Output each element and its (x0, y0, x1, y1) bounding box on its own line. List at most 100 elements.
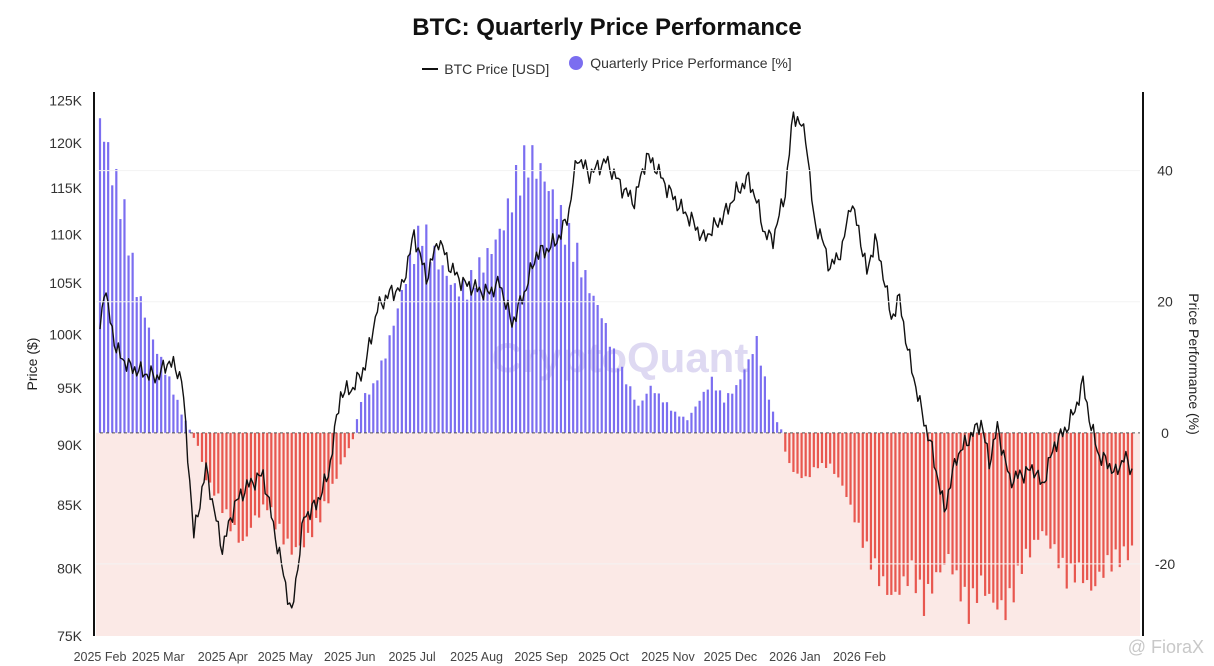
performance-bar (963, 432, 966, 587)
performance-bar (894, 432, 897, 592)
performance-bar (718, 390, 722, 433)
performance-bar (857, 432, 860, 523)
performance-bar (1077, 432, 1081, 563)
performance-bar (776, 422, 779, 433)
performance-bar (625, 384, 628, 433)
performance-bar (1106, 432, 1109, 556)
performance-bar (1049, 432, 1052, 549)
performance-bar (694, 406, 697, 433)
performance-bar (1098, 432, 1101, 572)
performance-bar (727, 393, 730, 433)
performance-bar (975, 432, 979, 603)
x-tick-label: 2025 Oct (578, 650, 629, 664)
performance-bar (759, 365, 762, 433)
performance-bar (816, 432, 820, 469)
legend-item-price[interactable]: BTC Price [USD] (422, 61, 549, 77)
left-tick-label: 75K (57, 628, 83, 644)
performance-bar (751, 354, 754, 433)
performance-bar (576, 242, 579, 433)
performance-bar (449, 284, 452, 433)
performance-bar (102, 141, 106, 433)
performance-bar (151, 339, 155, 433)
performance-bar (319, 432, 322, 523)
performance-bar (873, 432, 877, 559)
performance-bar (706, 389, 709, 433)
performance-bar (665, 402, 669, 433)
performance-bar (327, 432, 330, 504)
performance-bar (584, 270, 587, 433)
performance-bar (1094, 432, 1097, 587)
performance-bar (829, 432, 832, 464)
performance-bar (926, 432, 930, 584)
performance-bar (343, 432, 346, 458)
performance-bar (180, 414, 183, 433)
performance-bar (633, 399, 636, 433)
performance-bar (164, 374, 167, 433)
performance-bar (196, 432, 199, 446)
performance-bar (429, 262, 432, 433)
performance-bar (315, 432, 318, 518)
performance-bar (735, 385, 738, 433)
performance-bar (1122, 432, 1125, 547)
legend-label-performance: Quarterly Price Performance [%] (590, 55, 792, 71)
performance-bar (384, 358, 387, 433)
performance-bar (453, 283, 456, 433)
performance-bar (661, 402, 665, 433)
performance-bar (820, 432, 824, 464)
performance-bar (931, 432, 934, 594)
performance-bar (849, 432, 852, 505)
performance-bar (967, 432, 970, 624)
performance-bar (788, 432, 791, 464)
performance-bar (221, 432, 224, 514)
performance-bar (135, 297, 138, 433)
performance-bar (213, 432, 216, 496)
left-tick-label: 125K (49, 92, 82, 108)
left-tick-label: 95K (57, 380, 83, 396)
performance-bar (902, 432, 905, 577)
performance-bar (535, 178, 538, 433)
performance-bar (918, 432, 921, 580)
performance-bar (1069, 432, 1072, 564)
performance-bar (1086, 432, 1089, 581)
performance-bar (217, 432, 220, 494)
performance-bar (747, 359, 750, 433)
performance-bar (441, 265, 444, 433)
chart-legend: BTC Price [USD] Quarterly Price Performa… (0, 55, 1214, 77)
performance-bar (494, 239, 497, 433)
btc-price-line (99, 111, 1133, 609)
performance-bar (1065, 432, 1068, 589)
right-tick-label: -20 (1155, 556, 1175, 572)
legend-item-performance[interactable]: Quarterly Price Performance [%] (569, 55, 792, 71)
performance-bar (380, 360, 383, 433)
x-axis-ticks: 2025 Feb 2025 Mar 2025 Apr 2025 May 2025 Jun… (74, 650, 886, 664)
performance-bar (98, 118, 102, 433)
performance-bar (657, 393, 660, 433)
performance-bar (804, 432, 807, 477)
performance-bar (519, 195, 522, 433)
performance-bar (580, 277, 583, 433)
performance-bar (1033, 432, 1036, 540)
performance-bar (466, 299, 469, 433)
performance-bar (1081, 432, 1085, 584)
negative-zone-fill (96, 432, 1140, 636)
performance-bar (767, 399, 771, 433)
performance-bar (107, 142, 110, 433)
performance-bar (951, 432, 954, 575)
performance-bar (739, 379, 742, 433)
performance-bar (200, 432, 204, 462)
performance-bar (771, 411, 775, 433)
performance-bar (629, 386, 632, 433)
performance-bar (861, 432, 864, 548)
performance-bar (388, 335, 391, 433)
circle-swatch-icon (569, 56, 584, 70)
performance-bar (698, 400, 701, 433)
performance-bar (588, 293, 591, 433)
right-tick-label: 40 (1157, 163, 1173, 179)
x-tick-label: 2025 Jun (324, 650, 375, 664)
performance-bar (302, 432, 306, 548)
performance-bar (898, 432, 901, 595)
performance-bar (686, 420, 689, 433)
axes-layer (93, 92, 1144, 636)
performance-bar (649, 385, 652, 433)
